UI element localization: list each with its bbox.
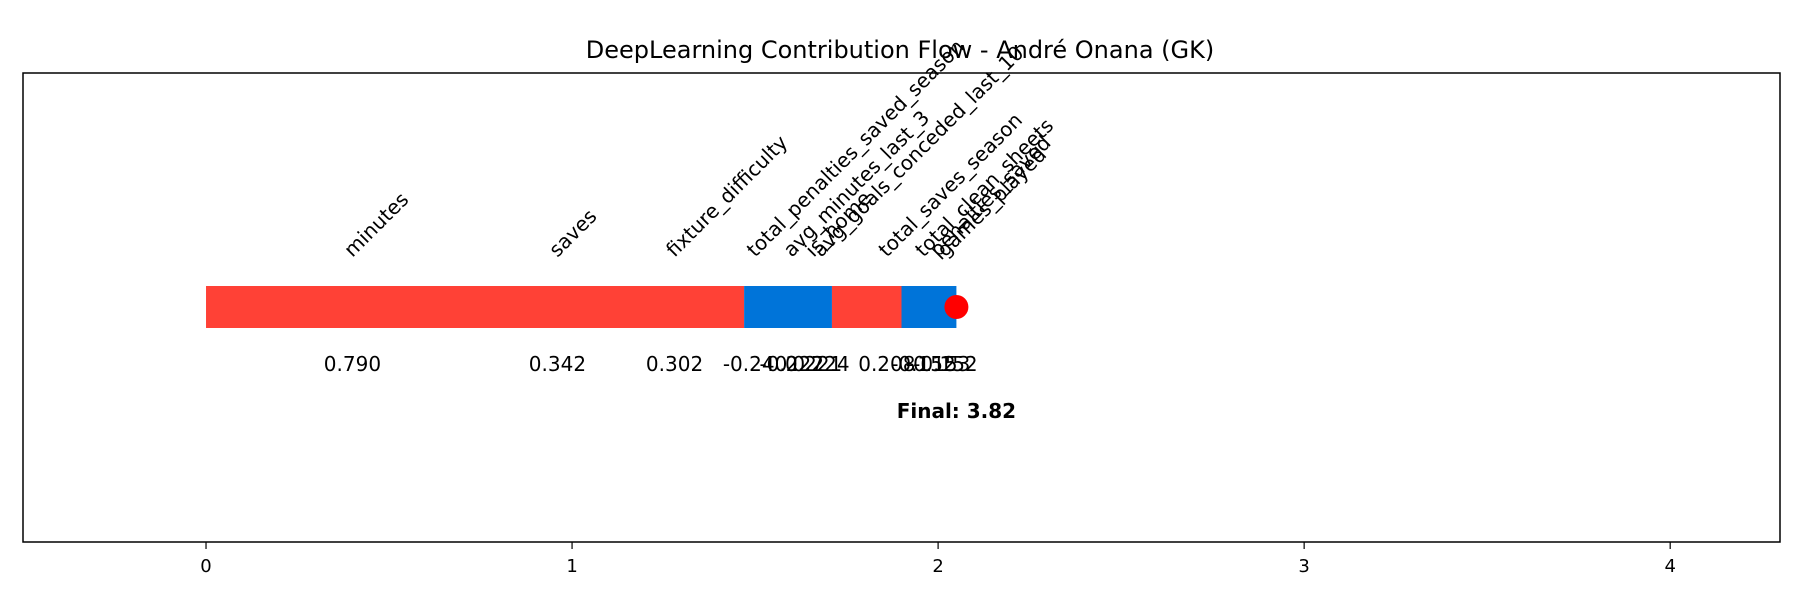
feature-labels: minutes saves fixture_difficultytotal_pena… [339, 34, 1058, 261]
bar-segment [206, 286, 745, 328]
value-label: -0.240 [723, 352, 787, 376]
x-axis: 0 1 2 3 4 [200, 542, 1676, 577]
value-label: 0.302 [646, 352, 703, 376]
value-label: 0.221 [785, 352, 842, 376]
value-label: 0.342 [529, 352, 586, 376]
value-label: 0.790 [324, 352, 381, 376]
value-label: -0.152 [913, 352, 977, 376]
bar-segment [831, 286, 902, 328]
final-label: Final: 3.82 [897, 399, 1016, 423]
value-label: -0.227 [759, 352, 823, 376]
value-label: -0.152 [891, 352, 955, 376]
x-tick-label: 0 [200, 556, 211, 577]
x-tick-label: 2 [932, 556, 943, 577]
value-label: 0.224 [792, 352, 849, 376]
plot-area-frame [22, 72, 1781, 543]
x-tick-label: 1 [566, 556, 577, 577]
waterfall-bars [206, 286, 957, 328]
feature-label: saves [544, 204, 601, 261]
value-label: -0.153 [906, 352, 970, 376]
value-label: 0.208 [858, 352, 915, 376]
bar-segment [744, 286, 832, 328]
feature-label: minutes [339, 187, 413, 261]
x-tick-label: 3 [1298, 556, 1309, 577]
x-tick-label: 4 [1664, 556, 1675, 577]
chart-title: DeepLearning Contribution Flow - André O… [586, 36, 1214, 64]
final-marker [944, 295, 969, 319]
